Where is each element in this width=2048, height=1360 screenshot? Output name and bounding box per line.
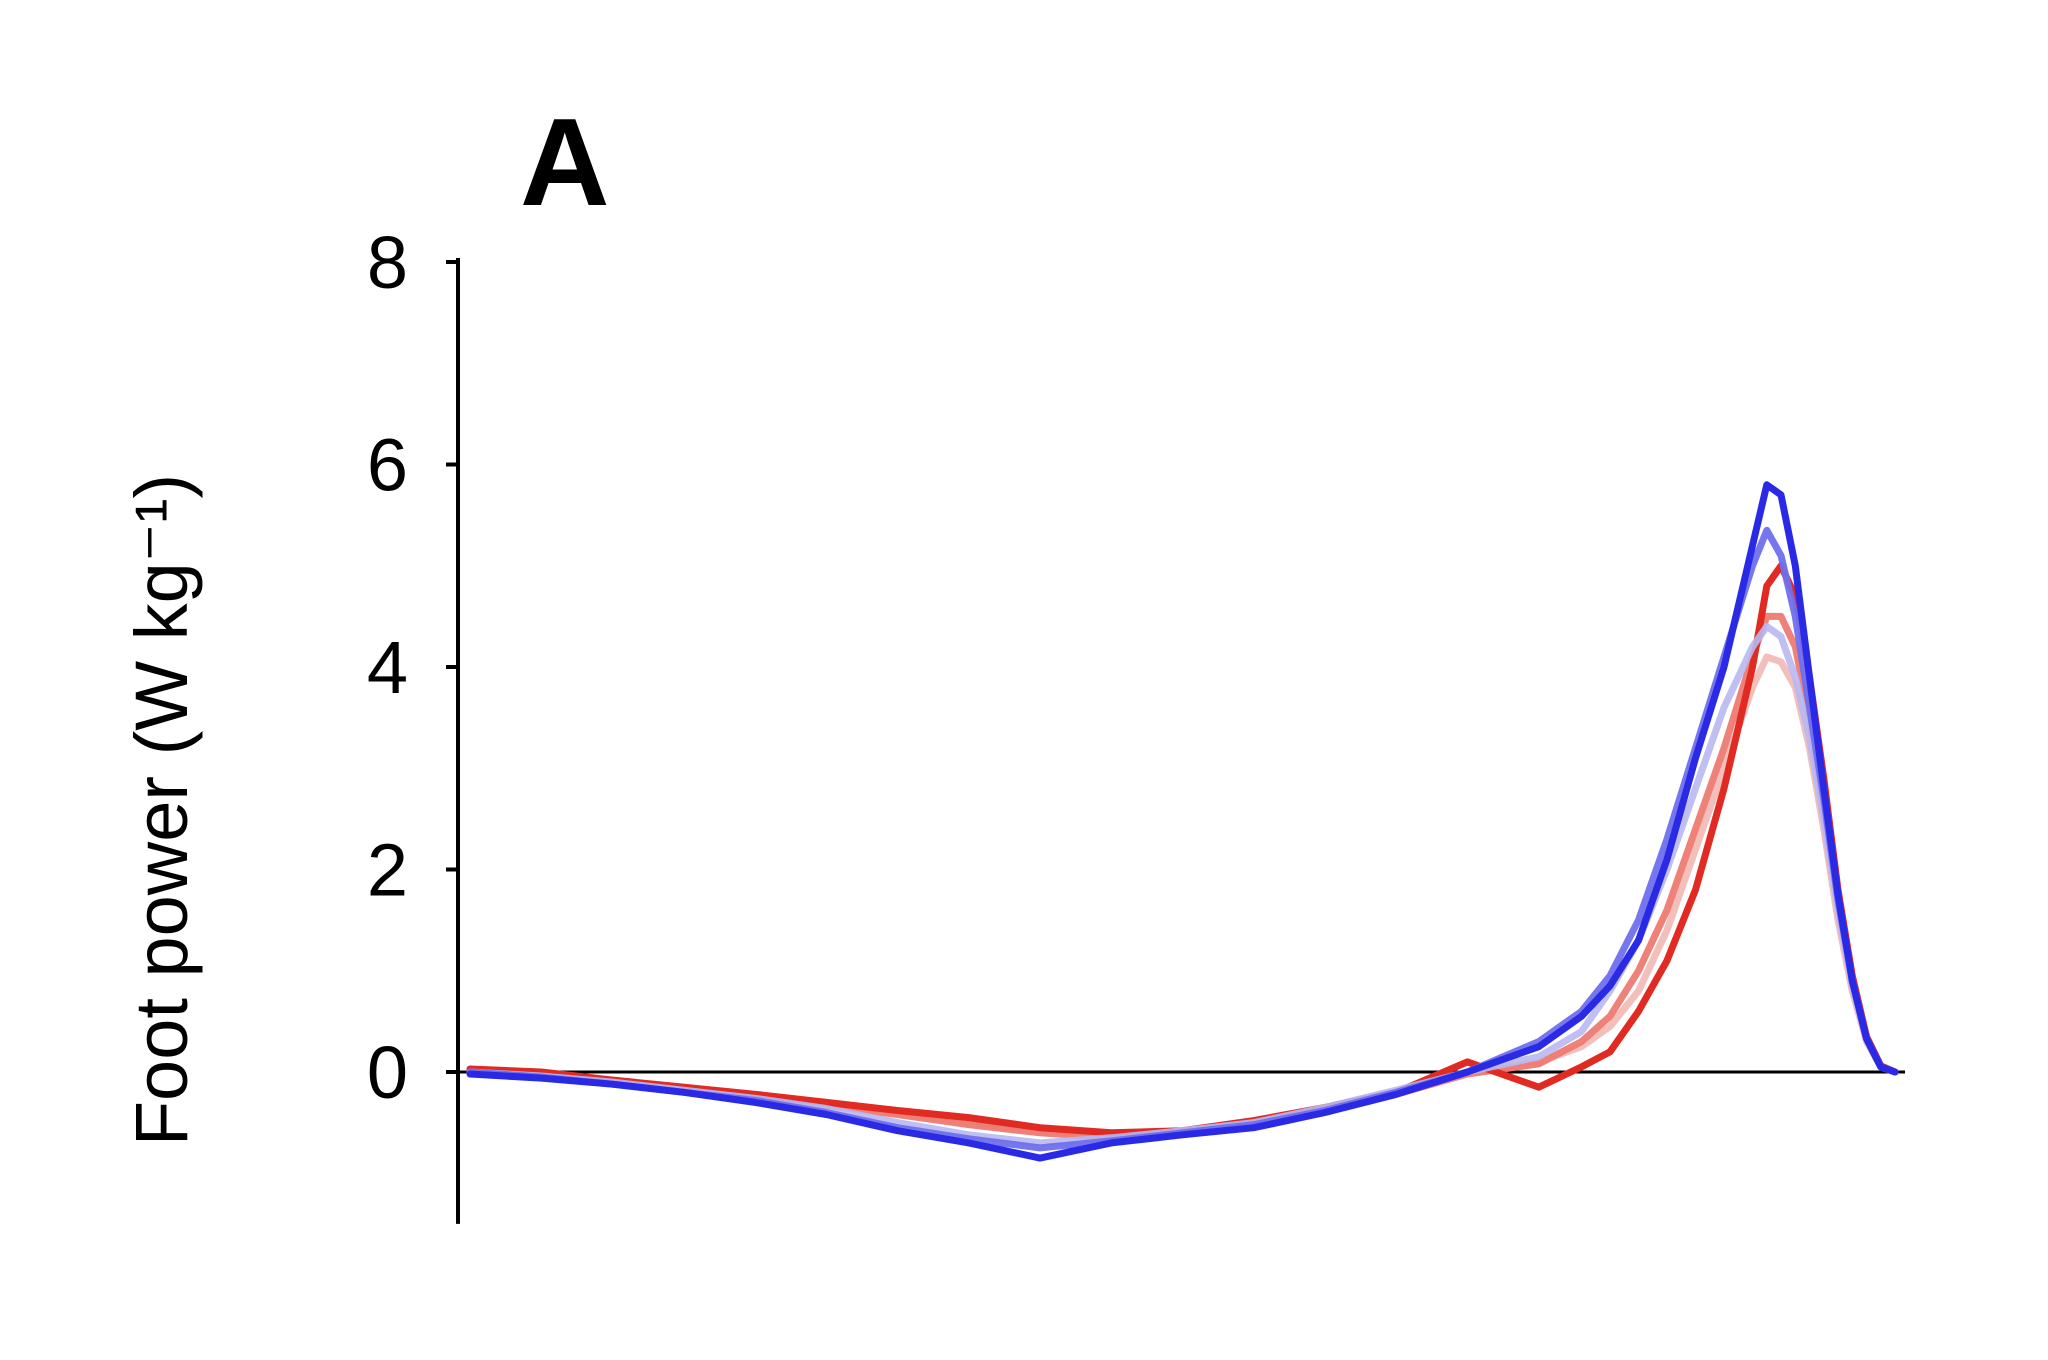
series-group bbox=[466, 481, 1899, 1162]
series-line-3 bbox=[466, 562, 1899, 1137]
y-axis-ticks: 0 2 4 6 8 bbox=[367, 221, 458, 1114]
y-axis-label: Foot power (W kg⁻¹) bbox=[120, 474, 203, 1146]
y-tick-label: 8 bbox=[367, 221, 408, 304]
series-line-2 bbox=[466, 612, 1899, 1142]
y-tick-label: 4 bbox=[367, 626, 408, 709]
y-tick-label: 2 bbox=[367, 829, 408, 912]
y-tick-label: 0 bbox=[367, 1031, 408, 1114]
series-line-4 bbox=[466, 623, 1899, 1147]
series-line-1 bbox=[466, 653, 1899, 1139]
series-line-6 bbox=[466, 481, 1899, 1162]
panel-label: A bbox=[520, 94, 610, 232]
y-tick-label: 6 bbox=[367, 424, 408, 507]
